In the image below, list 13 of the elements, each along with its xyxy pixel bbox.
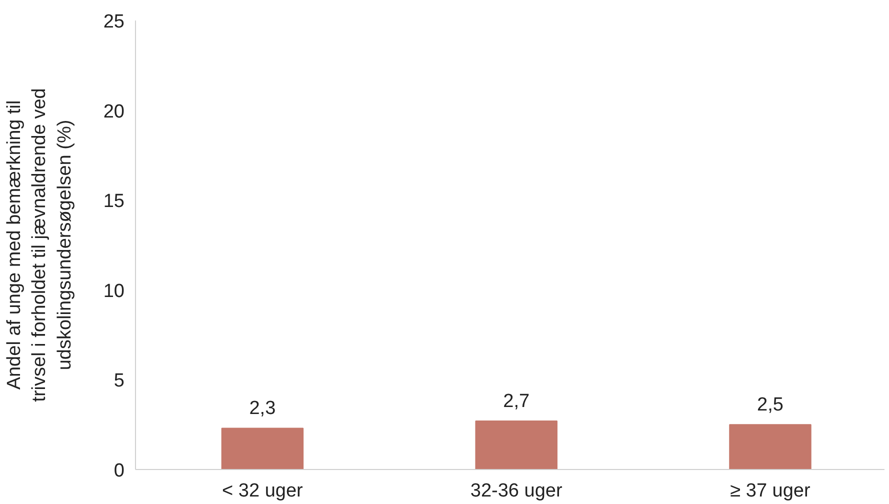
data-label: 2,5 <box>757 394 784 416</box>
y-tick-label: 20 <box>103 101 125 122</box>
y-axis-title: Andel af unge med bemærkning til trivsel i forholdet til jævnaldrende ved udskolingsundersøgelsen (%) <box>4 88 76 402</box>
data-label: 2,3 <box>249 398 276 420</box>
x-tick-label: < 32 uger <box>222 480 304 502</box>
y-tick-label: 15 <box>103 191 125 212</box>
y-tick-label: 25 <box>103 12 125 32</box>
y-tick-label: 10 <box>103 280 125 302</box>
data-label: 2,7 <box>503 391 530 412</box>
x-tick-label: 32-36 uger <box>470 480 563 502</box>
y-tick-label: 5 <box>114 370 125 392</box>
y-tick-label: 0 <box>114 460 125 482</box>
x-tick-label: ≥ 37 uger <box>730 480 811 502</box>
